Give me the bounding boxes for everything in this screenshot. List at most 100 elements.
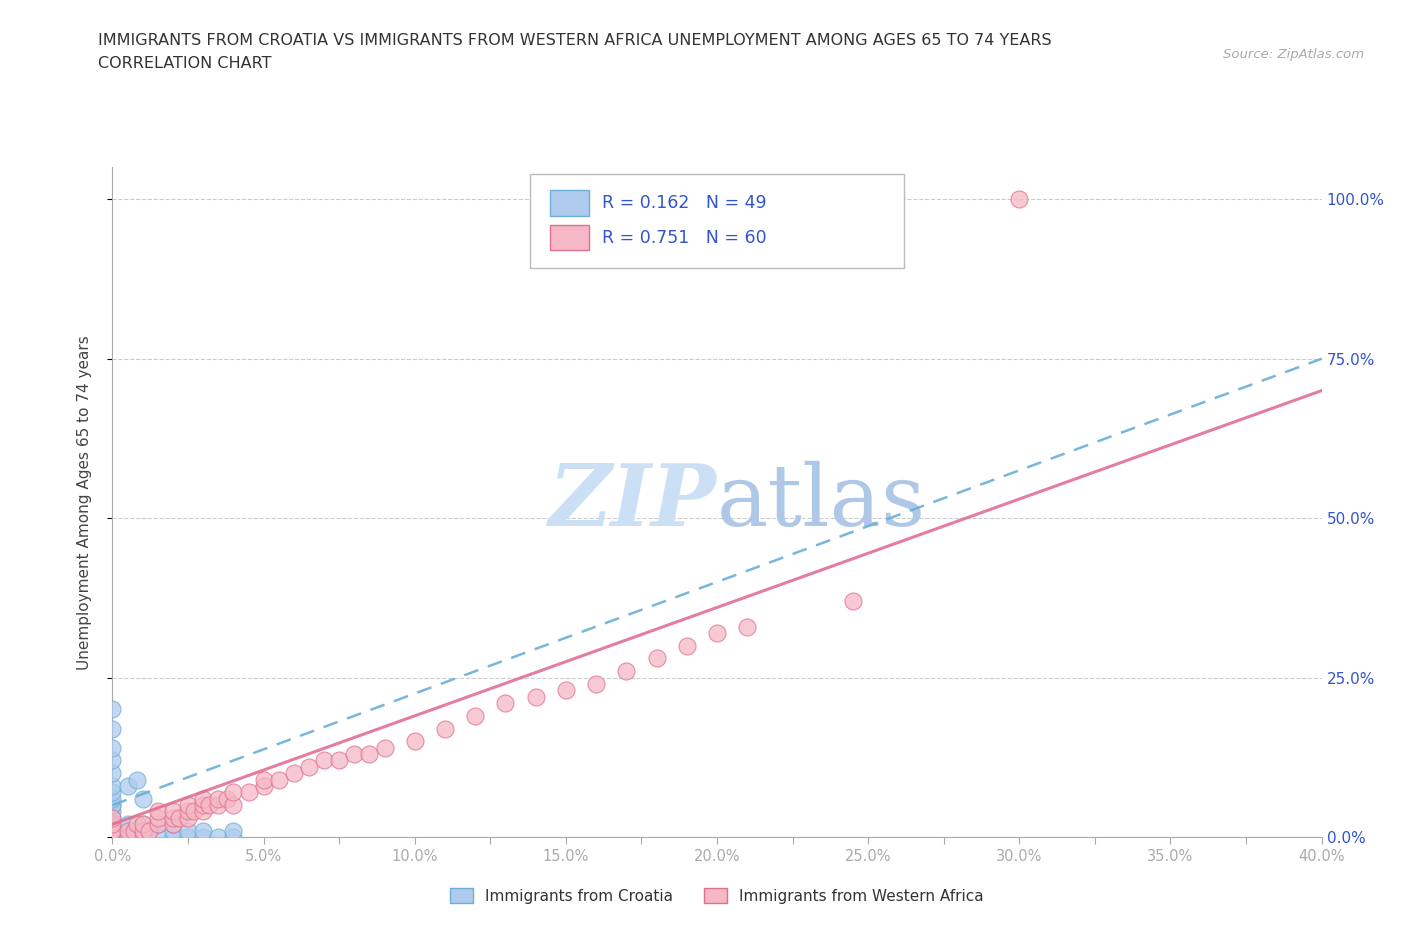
Point (101, 817, 124, 831)
Point (132, 791, 155, 806)
Point (842, 593, 865, 608)
Point (404, 734, 426, 749)
Point (132, 823, 155, 838)
Point (122, 830, 145, 844)
Text: IMMIGRANTS FROM CROATIA VS IMMIGRANTS FROM WESTERN AFRICA UNEMPLOYMENT AMONG AGE: IMMIGRANTS FROM CROATIA VS IMMIGRANTS FR… (98, 33, 1052, 47)
Point (122, 823, 145, 838)
Point (524, 689, 547, 704)
Point (177, 798, 200, 813)
Point (162, 810, 184, 825)
Point (101, 830, 124, 844)
Point (207, 830, 229, 844)
Bar (550, 190, 589, 216)
Point (217, 791, 239, 806)
Point (101, 830, 124, 844)
Point (222, 785, 245, 800)
Point (177, 810, 200, 825)
Point (191, 823, 214, 838)
Point (645, 651, 668, 666)
Point (101, 804, 124, 819)
Point (207, 791, 229, 806)
Point (117, 830, 139, 844)
Point (177, 823, 200, 838)
Text: ZIP: ZIP (550, 460, 717, 544)
Point (162, 830, 184, 844)
Point (101, 830, 124, 844)
Point (101, 823, 124, 838)
Point (183, 804, 205, 819)
Point (101, 785, 124, 800)
Point (101, 778, 124, 793)
Point (253, 772, 276, 787)
Point (146, 830, 169, 844)
Point (117, 830, 139, 844)
Point (314, 753, 336, 768)
Point (162, 804, 184, 819)
Text: R = 0.162   N = 49: R = 0.162 N = 49 (602, 193, 766, 212)
Point (125, 772, 148, 787)
Legend: Immigrants from Croatia, Immigrants from Western Africa: Immigrants from Croatia, Immigrants from… (444, 882, 990, 910)
Point (101, 830, 124, 844)
Point (117, 823, 139, 838)
Point (101, 823, 124, 838)
Point (101, 830, 124, 844)
Point (191, 804, 214, 819)
Point (101, 810, 124, 825)
Point (132, 817, 155, 831)
Point (616, 664, 638, 679)
Point (101, 830, 124, 844)
Point (238, 785, 260, 800)
Point (146, 817, 169, 831)
Point (101, 721, 124, 736)
Point (117, 778, 139, 793)
Point (117, 823, 139, 838)
Point (122, 823, 145, 838)
Point (191, 798, 214, 813)
Point (585, 676, 607, 691)
Point (146, 810, 169, 825)
Point (706, 626, 728, 641)
Point (101, 817, 124, 831)
Point (359, 747, 381, 762)
Point (167, 810, 190, 825)
Point (101, 753, 124, 768)
Point (554, 683, 576, 698)
Point (101, 817, 124, 831)
Point (191, 791, 214, 806)
Y-axis label: Unemployment Among Ages 65 to 74 years: Unemployment Among Ages 65 to 74 years (77, 335, 91, 670)
Point (132, 823, 155, 838)
Point (177, 830, 200, 844)
Point (101, 830, 124, 844)
Point (737, 619, 759, 634)
Text: R = 0.751   N = 60: R = 0.751 N = 60 (602, 229, 766, 246)
Bar (550, 225, 589, 250)
Point (101, 830, 124, 844)
Point (222, 798, 245, 813)
Point (132, 830, 155, 844)
Point (146, 804, 169, 819)
FancyBboxPatch shape (530, 174, 904, 268)
Point (675, 638, 697, 653)
Point (101, 830, 124, 844)
Point (101, 765, 124, 780)
Point (343, 747, 366, 762)
Point (374, 740, 396, 755)
Point (283, 765, 305, 780)
Point (198, 798, 221, 813)
Text: CORRELATION CHART: CORRELATION CHART (98, 56, 271, 71)
Point (464, 709, 486, 724)
Point (267, 772, 290, 787)
Point (132, 817, 155, 831)
Point (162, 817, 184, 831)
Point (146, 817, 169, 831)
Point (101, 740, 124, 755)
Point (125, 817, 148, 831)
Point (495, 696, 517, 711)
Point (298, 760, 321, 775)
Point (101, 830, 124, 844)
Point (101, 830, 124, 844)
Point (177, 804, 200, 819)
Point (162, 823, 184, 838)
Point (101, 798, 124, 813)
Point (117, 817, 139, 831)
